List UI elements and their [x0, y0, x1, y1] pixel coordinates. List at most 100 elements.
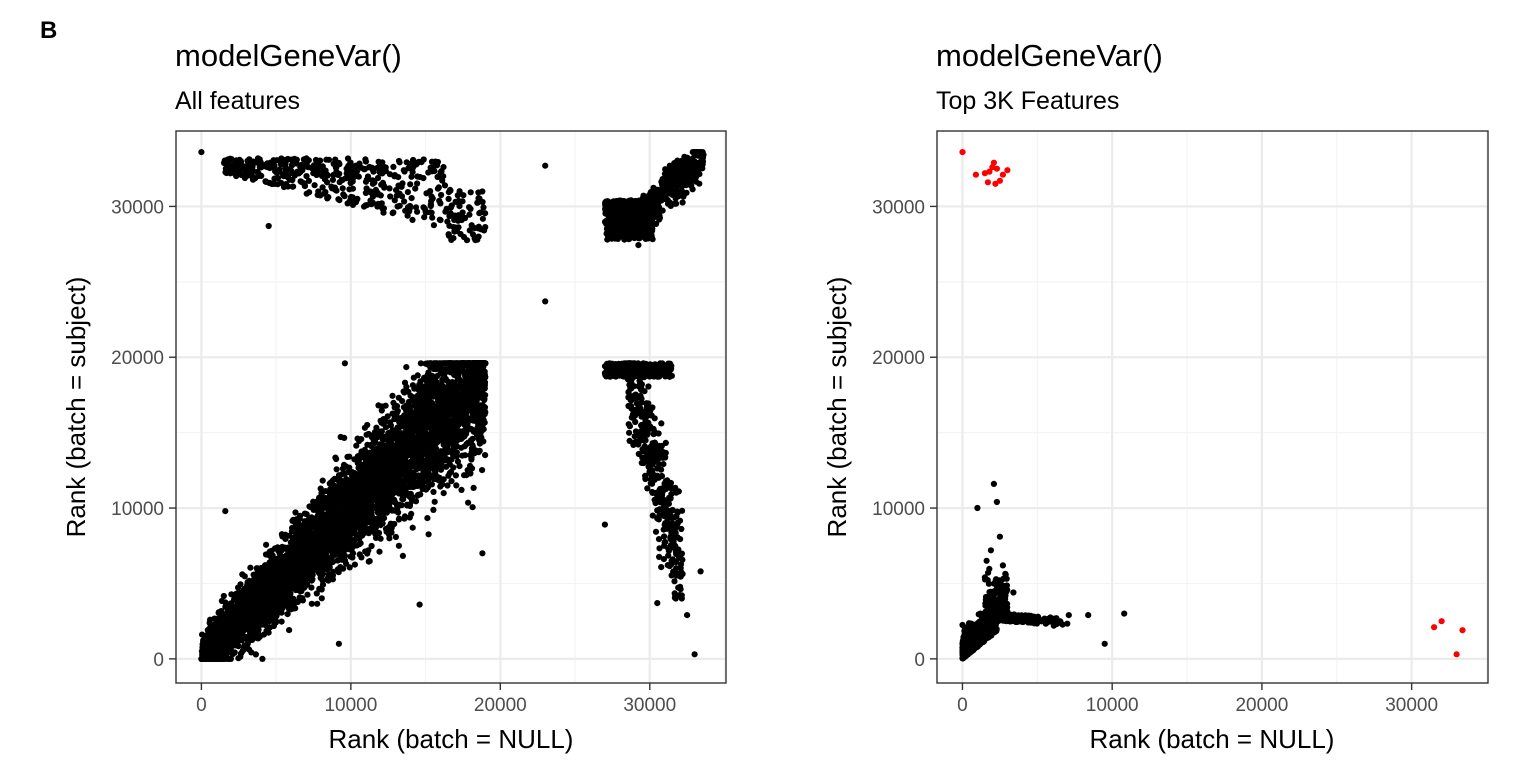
data-point: [453, 390, 460, 397]
data-point: [366, 452, 373, 459]
data-point: [430, 360, 437, 367]
data-point: [355, 464, 362, 471]
data-point: [424, 515, 431, 522]
data-point: [404, 502, 411, 509]
data-point: [375, 502, 382, 509]
data-point: [353, 533, 360, 540]
data-point: [333, 455, 340, 463]
data-point: [318, 595, 325, 602]
data-point: [468, 465, 476, 472]
data-point: [430, 488, 437, 495]
data-point: [418, 450, 425, 457]
data-point: [230, 596, 238, 603]
data-point: [479, 402, 486, 409]
data-point: [313, 590, 320, 597]
data-point: [481, 379, 489, 386]
data-point: [349, 550, 357, 557]
data-point: [475, 435, 482, 442]
data-point: [401, 412, 408, 419]
data-point: [434, 393, 442, 400]
data-point: [444, 482, 451, 489]
data-point: [322, 494, 329, 502]
data-point: [391, 520, 398, 528]
data-point: [368, 542, 375, 550]
data-point: [273, 588, 280, 595]
data-point: [360, 454, 367, 461]
data-point: [417, 378, 424, 385]
data-point: [367, 474, 374, 481]
data-point: [471, 414, 478, 421]
data-point: [393, 403, 401, 410]
data-point: [394, 424, 401, 431]
data-point: [465, 499, 472, 506]
data-point: [389, 392, 396, 399]
data-point: [395, 509, 402, 516]
data-point: [324, 553, 331, 560]
data-point: [376, 548, 383, 555]
data-point: [253, 610, 260, 617]
data-point: [364, 550, 371, 557]
data-point: [470, 428, 477, 435]
data-point: [266, 549, 273, 556]
data-point: [366, 481, 373, 488]
data-point: [382, 402, 389, 409]
data-point: [329, 559, 336, 566]
data-point: [422, 360, 429, 367]
data-point: [309, 576, 316, 583]
data-point: [377, 522, 384, 529]
data-point: [411, 483, 418, 490]
data-point: [292, 605, 299, 612]
data-point: [456, 463, 463, 470]
data-point: [405, 398, 412, 405]
data-point: [215, 620, 222, 627]
data-point: [351, 561, 358, 568]
data-point: [338, 471, 346, 478]
data-point: [414, 419, 421, 426]
data-point: [423, 445, 430, 452]
data-point: [237, 581, 244, 588]
data-point: [309, 567, 316, 574]
data-point: [429, 454, 436, 462]
data-point: [215, 609, 222, 616]
data-point: [228, 591, 235, 598]
data-point: [334, 566, 341, 573]
data-point: [440, 490, 447, 497]
data-point: [453, 425, 460, 432]
data-point: [325, 514, 332, 521]
data-point: [380, 453, 387, 460]
data-point: [337, 433, 344, 441]
data-point: [353, 542, 360, 549]
data-point: [289, 517, 296, 525]
data-point: [399, 552, 406, 560]
data-point: [229, 604, 236, 611]
data-point: [292, 509, 299, 516]
data-point: [298, 588, 305, 595]
chart-left-title: modelGeneVar(): [175, 38, 402, 73]
data-point: [409, 524, 416, 531]
data-point: [468, 456, 475, 463]
data-point: [395, 489, 402, 496]
data-point: [448, 478, 455, 485]
data-point: [386, 436, 394, 443]
data-point: [252, 651, 259, 658]
data-point: [329, 572, 336, 579]
data-point: [247, 564, 254, 571]
data-point: [318, 489, 325, 496]
data-point: [241, 643, 248, 651]
data-point: [425, 404, 432, 411]
data-point: [431, 448, 438, 455]
data-point: [403, 364, 410, 371]
data-point: [377, 460, 384, 467]
data-point: [462, 452, 469, 459]
data-point: [296, 515, 303, 522]
data-point: [364, 518, 371, 526]
data-point: [460, 396, 467, 403]
data-point: [381, 436, 388, 443]
data-point: [311, 549, 318, 557]
data-point: [314, 600, 321, 607]
data-point: [315, 498, 322, 505]
data-point: [377, 481, 384, 488]
data-point: [392, 533, 399, 541]
data-point: [459, 418, 466, 425]
